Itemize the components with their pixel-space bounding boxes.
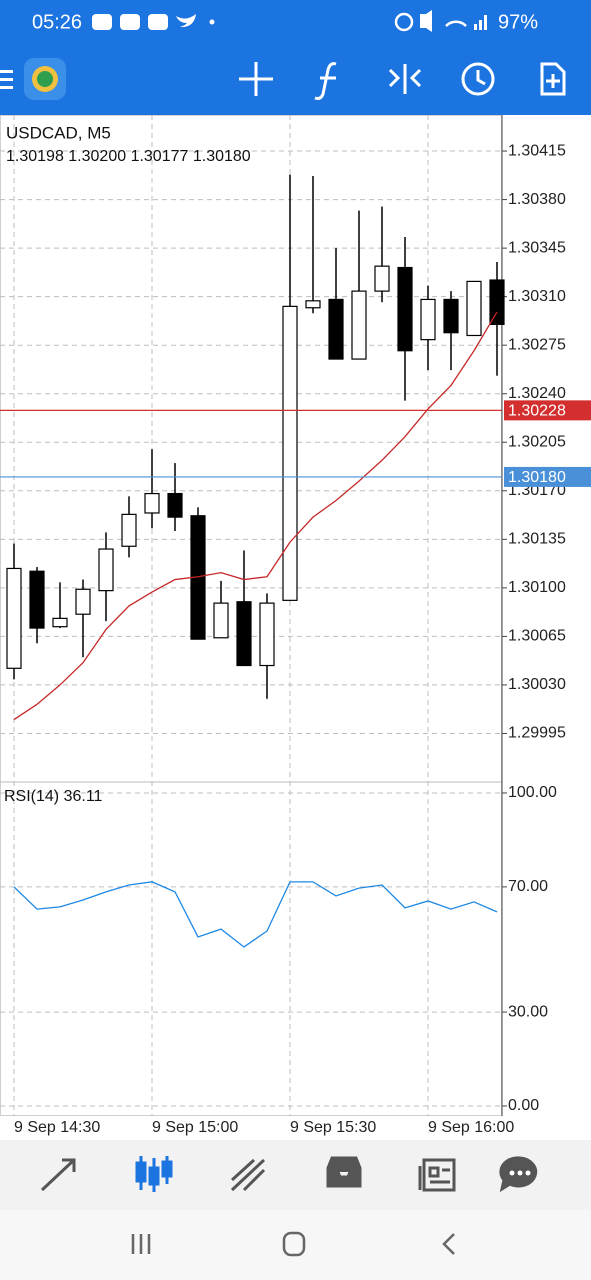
candle-body xyxy=(420,298,436,341)
ask-label-box xyxy=(504,466,591,487)
new-order-button[interactable] xyxy=(540,62,566,96)
x-tick-label: 9 Sep 16:00 xyxy=(428,1119,514,1136)
y-tick-label: 1.30100 xyxy=(508,579,566,596)
marks xyxy=(0,174,505,948)
ask-label: 1.30180 xyxy=(508,469,566,486)
status-time: 05:26 xyxy=(32,11,82,33)
chat-tab[interactable] xyxy=(499,1156,538,1193)
ohlc-readout: 1.30198 1.30200 1.30177 1.30180 xyxy=(6,148,251,165)
x-tick-label: 9 Sep 15:00 xyxy=(152,1119,238,1136)
trade-button[interactable] xyxy=(388,64,422,94)
y-tick-label: 1.30065 xyxy=(508,628,566,645)
y-tick-label: 30.00 xyxy=(508,1003,548,1020)
y-tick-label: 1.30135 xyxy=(508,531,566,548)
grid xyxy=(0,115,507,1116)
bid-label: 1.30228 xyxy=(508,403,566,420)
history-tab[interactable] xyxy=(326,1156,362,1188)
news-tab[interactable] xyxy=(418,1158,456,1192)
moving-average-line xyxy=(13,311,498,721)
timeframe-button[interactable] xyxy=(461,62,495,96)
candle-body xyxy=(213,602,229,639)
app-logo[interactable] xyxy=(24,58,66,100)
menu-button[interactable] xyxy=(0,70,13,89)
candle-body xyxy=(259,602,275,667)
candle-body xyxy=(351,290,367,360)
system-nav-buttons xyxy=(131,1231,455,1257)
y-tick-label: 100.00 xyxy=(508,784,557,801)
indicators-button[interactable] xyxy=(314,62,337,100)
candle-body xyxy=(397,266,413,352)
bottom-nav-icons xyxy=(40,1156,538,1193)
candle-body xyxy=(328,298,344,360)
candle-body xyxy=(98,548,114,592)
trade-tab[interactable] xyxy=(230,1158,266,1192)
candle-body xyxy=(52,617,68,628)
labels: USDCAD, M5 1.30198 1.30200 1.30177 1.301… xyxy=(4,123,591,1136)
candle-body xyxy=(167,492,183,518)
crosshair-button[interactable] xyxy=(239,62,273,96)
quotes-tab[interactable] xyxy=(40,1158,76,1192)
y-tick-label: 1.30345 xyxy=(508,239,566,256)
y-tick-label: 1.30310 xyxy=(508,288,566,305)
x-tick-label: 9 Sep 14:30 xyxy=(14,1119,100,1136)
system-nav xyxy=(0,1210,591,1280)
status-icons xyxy=(92,10,487,32)
y-tick-label: 1.30415 xyxy=(508,142,566,159)
y-tick-label: 1.30275 xyxy=(508,336,566,353)
y-tick-label: 1.30205 xyxy=(508,433,566,450)
home-button[interactable] xyxy=(282,1231,306,1257)
y-tick-label: 1.30240 xyxy=(508,385,566,402)
status-battery: 97% xyxy=(498,11,538,33)
candle-body xyxy=(29,570,45,629)
candle-body xyxy=(282,305,298,601)
candle-body xyxy=(489,279,505,325)
y-tick-label: 70.00 xyxy=(508,878,548,895)
candle-body xyxy=(6,567,22,669)
candle-body xyxy=(121,513,137,547)
chart-tab[interactable] xyxy=(135,1156,173,1192)
candle-body xyxy=(374,265,390,292)
recents-button[interactable] xyxy=(131,1234,151,1254)
back-button[interactable] xyxy=(442,1233,455,1255)
rsi-title: RSI(14) 36.11 xyxy=(4,788,103,805)
candle-body xyxy=(443,298,459,334)
bottom-nav xyxy=(0,1140,591,1210)
y-tick-label: 1.30380 xyxy=(508,191,566,208)
candle-body xyxy=(305,300,321,309)
candle-body xyxy=(236,601,252,667)
symbol-title: USDCAD, M5 xyxy=(6,123,111,142)
y-tick-label: 1.30030 xyxy=(508,676,566,693)
bid-label-box xyxy=(504,400,591,421)
candle-body xyxy=(466,280,482,337)
candle-body xyxy=(75,588,91,615)
toolbar xyxy=(239,62,566,100)
y-tick-label: 1.29995 xyxy=(508,725,566,742)
rsi-line xyxy=(13,881,498,948)
x-tick-label: 9 Sep 15:30 xyxy=(290,1119,376,1136)
candle-body xyxy=(144,492,160,514)
y-tick-label: 0.00 xyxy=(508,1097,539,1114)
